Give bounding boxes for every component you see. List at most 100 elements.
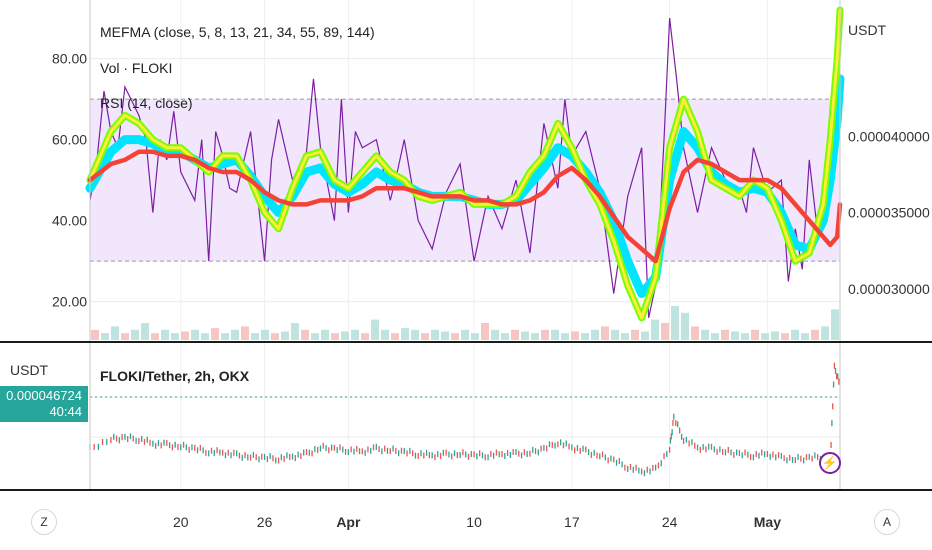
volume-bar	[511, 329, 519, 340]
volume-bar	[201, 333, 209, 340]
volume-bar	[271, 333, 279, 340]
volume-bar	[481, 323, 489, 340]
volume-bar	[251, 333, 259, 340]
volume-bar	[241, 326, 249, 340]
volume-bar	[451, 333, 459, 340]
bar-countdown: 40:44	[49, 404, 82, 419]
left-axis-tick: 80.00	[52, 51, 87, 67]
volume-bar	[811, 329, 819, 340]
rsi-legend[interactable]: RSI (14, close)	[100, 95, 193, 111]
volume-bar	[441, 331, 449, 340]
left-axis-unit: USDT	[10, 362, 49, 378]
volume-bar	[721, 329, 729, 340]
time-axis-tick: 26	[257, 514, 273, 530]
volume-bar	[311, 333, 319, 340]
volume-bar	[351, 329, 359, 340]
lightning-bolt-icon[interactable]: ⚡	[819, 452, 841, 474]
volume-bar	[771, 331, 779, 340]
volume-bar	[161, 329, 169, 340]
volume-bar	[701, 329, 709, 340]
price-series	[89, 362, 840, 477]
volume-bar	[831, 309, 839, 340]
volume-bar	[581, 333, 589, 340]
volume-bar	[631, 329, 639, 340]
volume-bar	[591, 329, 599, 340]
volume-bar	[691, 326, 699, 340]
volume-bar	[471, 333, 479, 340]
time-axis-tick: May	[754, 514, 781, 530]
volume-bar	[671, 306, 679, 340]
volume-bar	[531, 333, 539, 340]
volume-bar	[281, 331, 289, 340]
volume-bar	[121, 333, 129, 340]
volume-bar	[661, 323, 669, 340]
auto-scale-left-button[interactable]: Z	[31, 509, 57, 535]
ema-ribbon	[85, 6, 845, 322]
volume-bar	[151, 333, 159, 340]
volume-bar	[321, 329, 329, 340]
volume-bar	[331, 333, 339, 340]
last-price-value: 0.000046724	[6, 388, 82, 403]
mefma-legend[interactable]: MEFMA (close, 5, 8, 13, 21, 34, 55, 89, …	[100, 24, 375, 40]
right-axis-tick: 0.000035000	[848, 205, 930, 221]
volume-bars	[91, 306, 839, 340]
volume-bar	[551, 329, 559, 340]
volume-bar	[361, 333, 369, 340]
volume-bar	[621, 333, 629, 340]
volume-bar	[341, 331, 349, 340]
volume-bar	[181, 331, 189, 340]
bottom-pane-grid	[90, 396, 840, 438]
left-axis-tick: 60.00	[52, 132, 87, 148]
right-axis-tick: 0.000030000	[848, 281, 930, 297]
volume-bar	[401, 328, 409, 340]
volume-legend[interactable]: Vol · FLOKI	[100, 60, 173, 76]
volume-bar	[171, 333, 179, 340]
time-axis-tick: Apr	[336, 514, 361, 530]
auto-scale-right-button[interactable]: A	[874, 509, 900, 535]
volume-bar	[261, 329, 269, 340]
volume-bar	[601, 326, 609, 340]
volume-bar	[111, 326, 119, 340]
volume-bar	[821, 326, 829, 340]
volume-bar	[801, 333, 809, 340]
volume-bar	[141, 323, 149, 340]
right-axis-unit: USDT	[848, 22, 887, 38]
right-axis-tick: 0.000040000	[848, 128, 930, 144]
left-axis-tick: 40.00	[52, 213, 87, 229]
volume-bar	[741, 333, 749, 340]
time-axis-tick: 24	[662, 514, 678, 530]
volume-bar	[301, 329, 309, 340]
volume-bar	[371, 319, 379, 340]
volume-bar	[211, 328, 219, 340]
volume-bar	[681, 312, 689, 340]
volume-bar	[431, 329, 439, 340]
ema-trend-line	[87, 149, 843, 264]
volume-bar	[611, 329, 619, 340]
volume-bar	[781, 333, 789, 340]
volume-bar	[501, 333, 509, 340]
volume-bar	[421, 333, 429, 340]
time-axis-tick: 20	[173, 514, 189, 530]
volume-bar	[761, 333, 769, 340]
volume-bar	[711, 333, 719, 340]
volume-bar	[571, 331, 579, 340]
volume-bar	[381, 329, 389, 340]
volume-bar	[91, 329, 99, 340]
volume-bar	[731, 331, 739, 340]
volume-bar	[491, 329, 499, 340]
ema-fast-line	[88, 8, 842, 320]
volume-bar	[541, 329, 549, 340]
volume-bar	[291, 323, 299, 340]
volume-bar	[101, 333, 109, 340]
volume-bar	[791, 329, 799, 340]
volume-bar	[231, 329, 239, 340]
volume-bar	[651, 319, 659, 340]
volume-bar	[221, 333, 229, 340]
axes: 80.00 60.00 40.00 20.00 0.000040000 0.0000350…	[52, 51, 930, 530]
time-axis-tick: 10	[466, 514, 482, 530]
symbol-title[interactable]: FLOKI/Tether, 2h, OKX	[100, 368, 250, 384]
volume-bar	[641, 331, 649, 340]
time-axis-tick: 17	[564, 514, 580, 530]
